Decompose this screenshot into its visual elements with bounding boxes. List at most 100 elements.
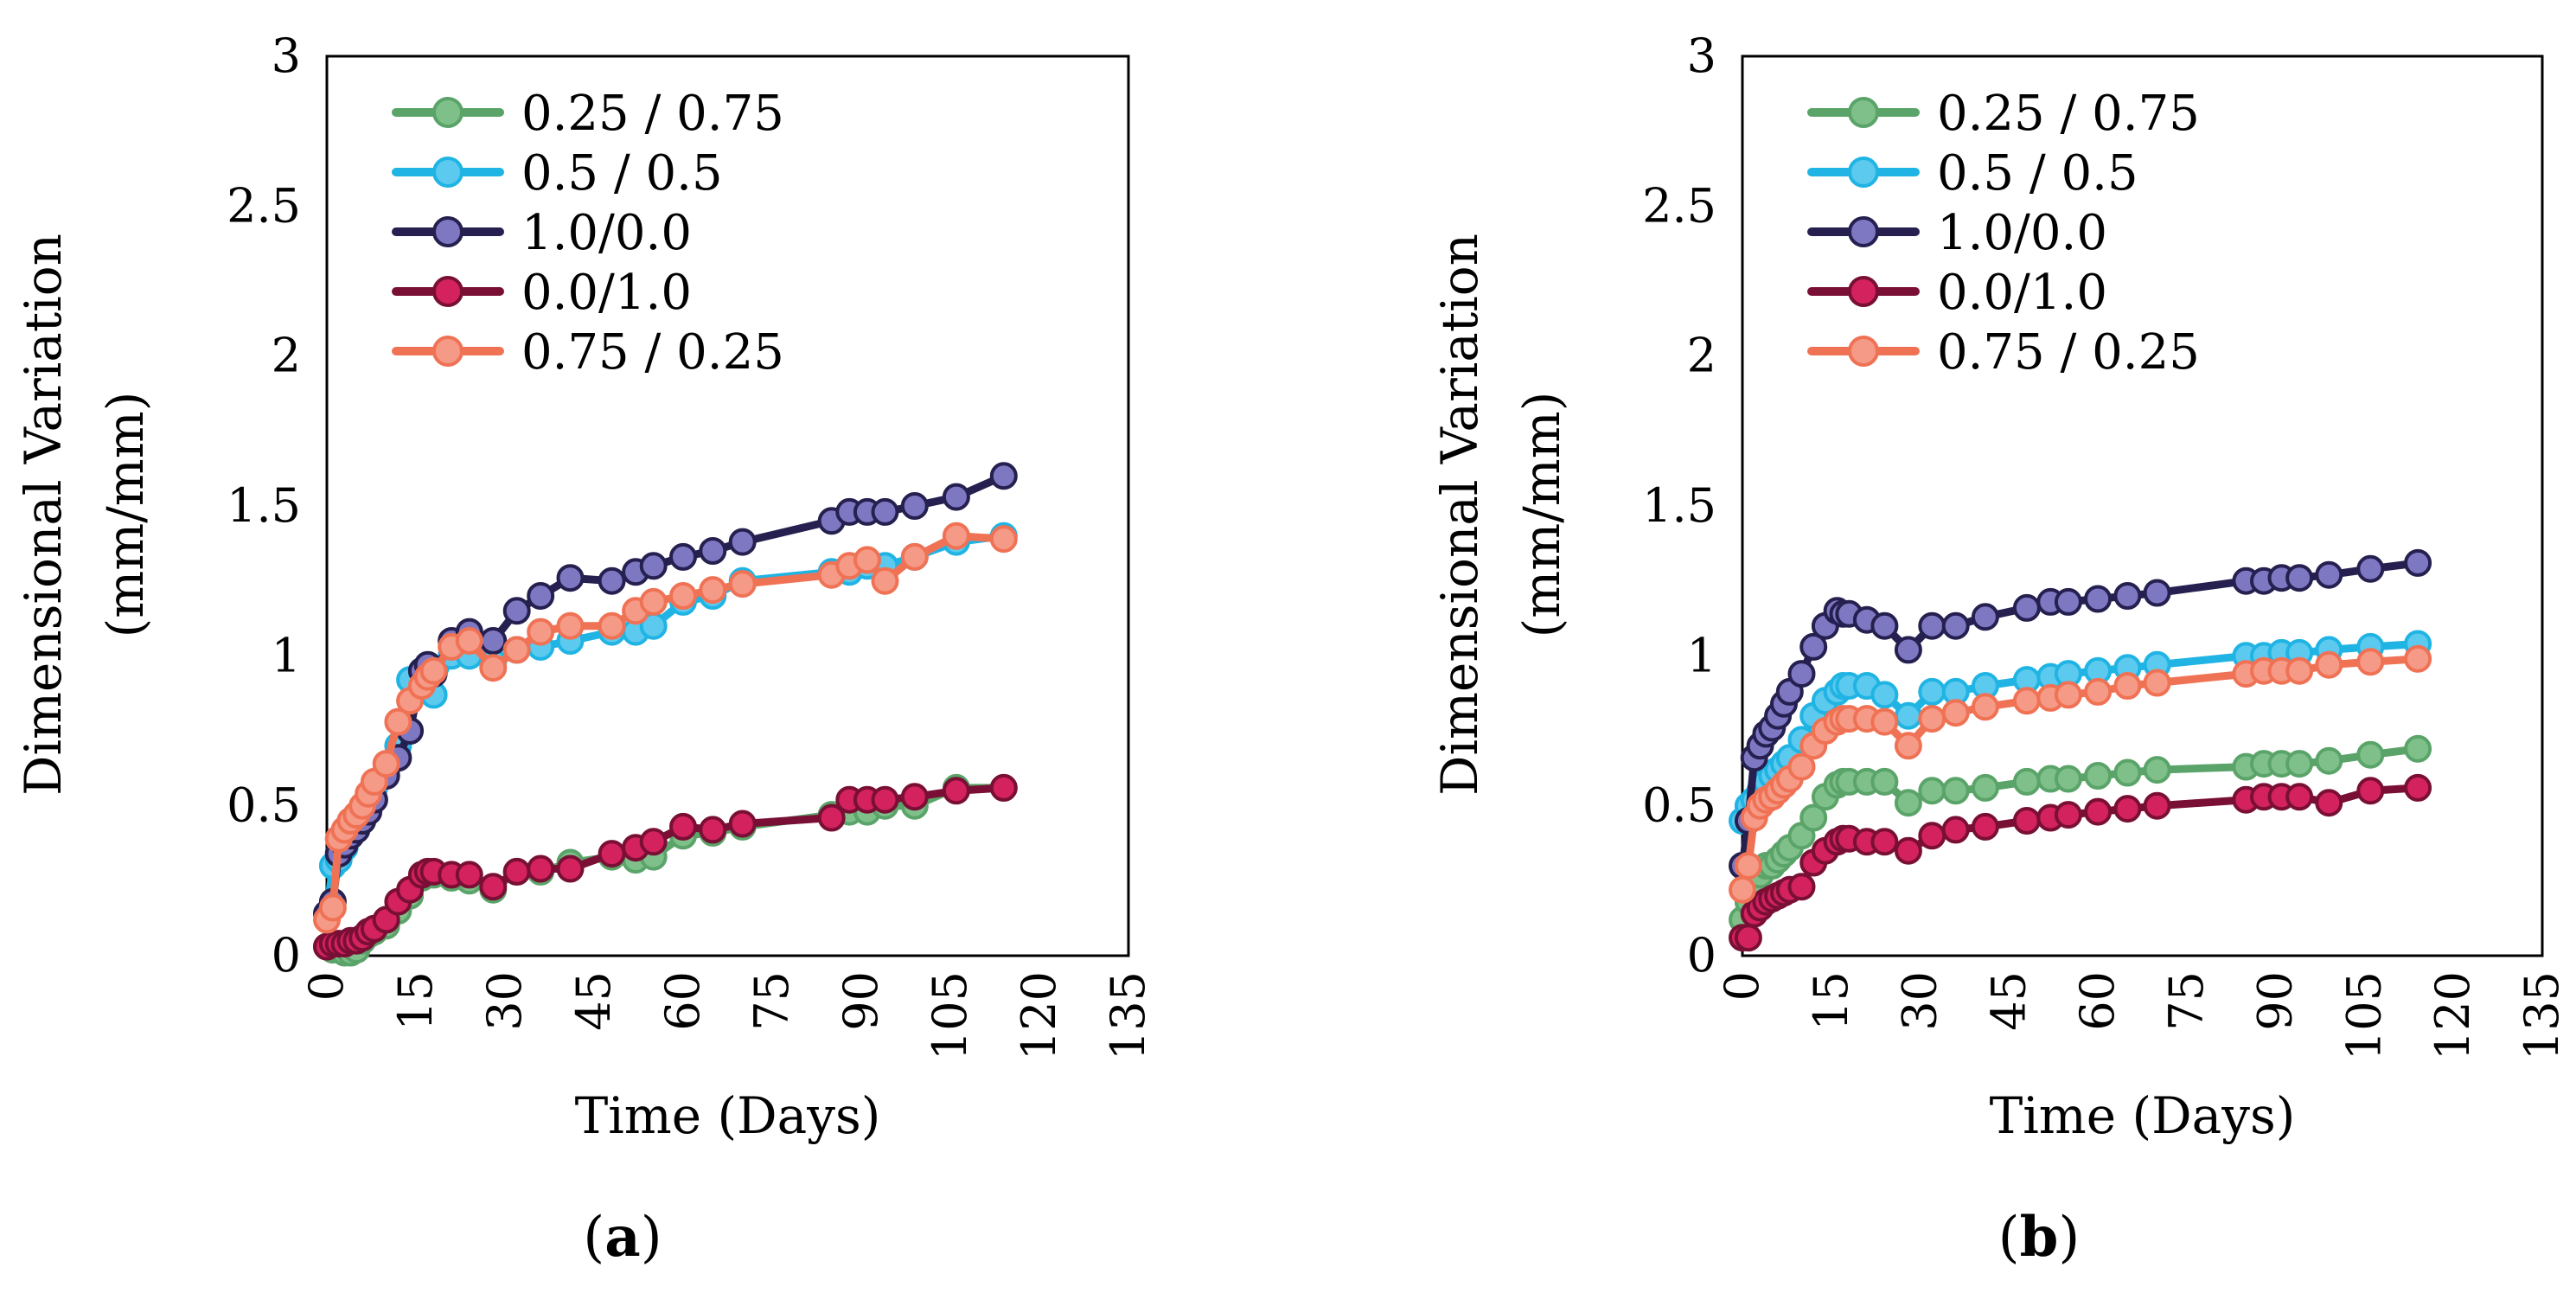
data-point: [556, 611, 585, 640]
legend-label: 1.0/0.0: [1937, 205, 2107, 261]
data-point: [699, 576, 727, 605]
y-tick-label: 0.5: [227, 778, 301, 833]
data-point: [2054, 801, 2082, 829]
data-point: [1918, 611, 1946, 640]
legend-swatch-marker: [432, 216, 463, 247]
data-point: [455, 861, 483, 889]
legend-swatch-marker: [432, 157, 463, 188]
data-point: [989, 462, 1018, 490]
x-tick-label: 45: [1981, 971, 2036, 1031]
data-point: [598, 611, 626, 640]
data-point: [2084, 762, 2113, 790]
data-point: [2143, 579, 2171, 607]
data-point: [1941, 699, 1970, 727]
data-point: [699, 537, 727, 565]
y-tick-label: 2.5: [227, 178, 301, 233]
data-point: [2356, 777, 2385, 805]
legend-swatch-marker: [1848, 97, 1879, 128]
data-point: [2084, 677, 2113, 706]
data-point: [2315, 560, 2343, 589]
data-point: [598, 840, 626, 868]
data-point: [1941, 611, 1970, 640]
data-point: [2143, 791, 2171, 820]
y-tick-label: 1.5: [227, 478, 301, 533]
panel-label-open: (: [1998, 1206, 2020, 1270]
data-point: [900, 492, 929, 520]
data-point: [2012, 767, 2041, 796]
data-point: [989, 773, 1018, 802]
data-point: [2404, 644, 2432, 673]
data-point: [527, 855, 555, 883]
y-tick-label: 1: [272, 628, 301, 682]
legend: 0.25 / 0.750.5 / 0.51.0/0.00.0/1.00.75 /…: [1807, 86, 2200, 381]
data-point: [817, 803, 846, 832]
data-point: [1870, 611, 1899, 640]
data-point: [598, 566, 626, 595]
x-tick-label: 75: [2159, 971, 2214, 1031]
data-point: [639, 587, 668, 616]
data-point: [1894, 836, 1922, 865]
data-point: [1734, 852, 1762, 880]
panel-label-open: (: [583, 1206, 604, 1270]
y-axis-title: Dimensional Variation: [1430, 234, 1489, 796]
data-point: [1870, 828, 1899, 856]
x-tick-label: 75: [745, 971, 799, 1031]
x-tick-label: 120: [2426, 971, 2480, 1060]
data-point: [2285, 656, 2314, 685]
data-point: [871, 566, 899, 595]
data-point: [1787, 660, 1816, 688]
data-point: [2356, 554, 2385, 583]
data-point: [502, 636, 531, 664]
legend-label: 1.0/0.0: [521, 205, 692, 261]
data-point: [2012, 807, 2041, 835]
data-point: [1941, 777, 1970, 805]
data-point: [384, 707, 412, 736]
x-tick-label: 0: [299, 971, 354, 1001]
x-tick-label: 30: [1893, 971, 1947, 1031]
x-tick-label: 30: [477, 971, 532, 1031]
data-point: [900, 783, 929, 811]
x-axis-title: Time (Days): [1990, 1086, 2296, 1145]
data-point: [871, 497, 899, 526]
x-tick-label: 90: [2248, 971, 2303, 1031]
legend-label: 0.5 / 0.5: [1937, 145, 2138, 202]
data-point: [1918, 822, 1946, 850]
panel-label: (a): [583, 1205, 662, 1270]
data-point: [2404, 734, 2432, 763]
legend-swatch-marker: [432, 97, 463, 128]
series-0.75 / 0.25: [313, 522, 1018, 934]
data-point: [2143, 756, 2171, 784]
data-point: [2285, 783, 2314, 811]
data-point: [1918, 777, 1946, 805]
plot-area-frame: [325, 54, 1130, 957]
panel-label-close: ): [2058, 1206, 2080, 1270]
data-point: [1971, 773, 1999, 802]
panel-label-close: ): [641, 1206, 662, 1270]
panel-label-letter: a: [604, 1205, 640, 1270]
data-point: [479, 627, 508, 655]
data-point: [2054, 765, 2082, 793]
y-tick-label: 1: [1687, 628, 1716, 682]
data-point: [2113, 672, 2142, 700]
x-axis-title: Time (Days): [575, 1086, 881, 1145]
data-point: [728, 570, 757, 598]
data-point: [502, 597, 531, 625]
data-point: [502, 857, 531, 886]
x-tick-label: 135: [2515, 971, 2569, 1060]
data-point: [1787, 873, 1816, 901]
x-tick-label: 0: [1715, 971, 1769, 1001]
data-point: [1971, 693, 1999, 721]
data-point: [2315, 746, 2343, 775]
data-point: [669, 582, 697, 610]
x-tick-label: 135: [1101, 971, 1155, 1060]
legend-label: 0.75 / 0.25: [521, 324, 784, 381]
data-point: [2315, 650, 2343, 679]
data-point: [728, 528, 757, 556]
data-point: [2012, 593, 2041, 622]
legend-label: 0.0/1.0: [521, 265, 692, 321]
data-point: [2113, 759, 2142, 787]
data-point: [639, 552, 668, 580]
data-point: [1894, 701, 1922, 730]
data-point: [2285, 750, 2314, 778]
